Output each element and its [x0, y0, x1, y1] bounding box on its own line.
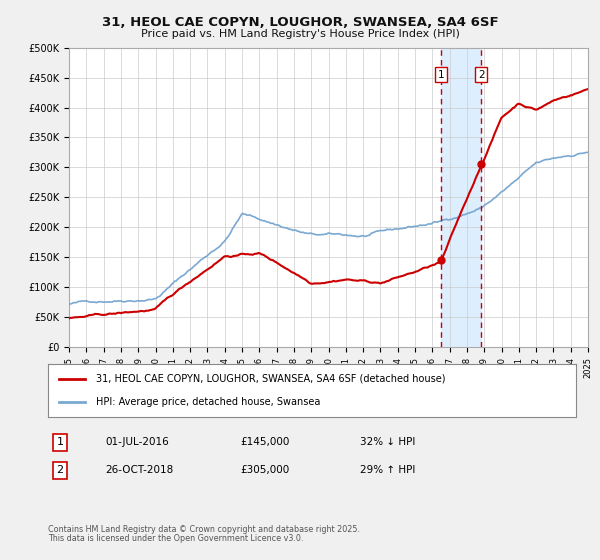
Text: 31, HEOL CAE COPYN, LOUGHOR, SWANSEA, SA4 6SF: 31, HEOL CAE COPYN, LOUGHOR, SWANSEA, SA… [101, 16, 499, 29]
Text: 29% ↑ HPI: 29% ↑ HPI [360, 465, 415, 475]
Text: 2: 2 [56, 465, 64, 475]
Text: 1: 1 [56, 437, 64, 447]
Text: £145,000: £145,000 [240, 437, 289, 447]
Text: 26-OCT-2018: 26-OCT-2018 [105, 465, 173, 475]
Text: £305,000: £305,000 [240, 465, 289, 475]
Text: Contains HM Land Registry data © Crown copyright and database right 2025.: Contains HM Land Registry data © Crown c… [48, 525, 360, 534]
Text: 31, HEOL CAE COPYN, LOUGHOR, SWANSEA, SA4 6SF (detached house): 31, HEOL CAE COPYN, LOUGHOR, SWANSEA, SA… [95, 374, 445, 384]
Text: HPI: Average price, detached house, Swansea: HPI: Average price, detached house, Swan… [95, 397, 320, 407]
Text: 32% ↓ HPI: 32% ↓ HPI [360, 437, 415, 447]
Text: Price paid vs. HM Land Registry's House Price Index (HPI): Price paid vs. HM Land Registry's House … [140, 29, 460, 39]
Text: 1: 1 [437, 69, 444, 80]
Bar [441, 48, 481, 347]
Text: 2: 2 [478, 69, 484, 80]
Text: 01-JUL-2016: 01-JUL-2016 [105, 437, 169, 447]
Text: This data is licensed under the Open Government Licence v3.0.: This data is licensed under the Open Gov… [48, 534, 304, 543]
